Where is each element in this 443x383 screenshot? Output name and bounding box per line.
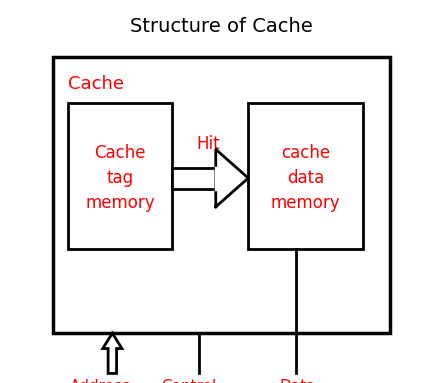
FancyArrow shape	[103, 333, 122, 373]
Polygon shape	[216, 149, 249, 207]
Bar	[172, 167, 216, 188]
Text: Hit: Hit	[197, 135, 220, 153]
Text: Data: Data	[280, 379, 316, 383]
Text: Address: Address	[70, 379, 132, 383]
Text: cache
data
memory: cache data memory	[271, 144, 341, 212]
Bar	[53, 57, 390, 333]
Text: Structure of Cache: Structure of Cache	[130, 17, 313, 36]
Text: Control: Control	[161, 379, 217, 383]
Text: Cache
tag
memory: Cache tag memory	[85, 144, 155, 212]
Text: Cache: Cache	[68, 75, 124, 93]
Bar	[68, 103, 172, 249]
Bar	[249, 103, 363, 249]
